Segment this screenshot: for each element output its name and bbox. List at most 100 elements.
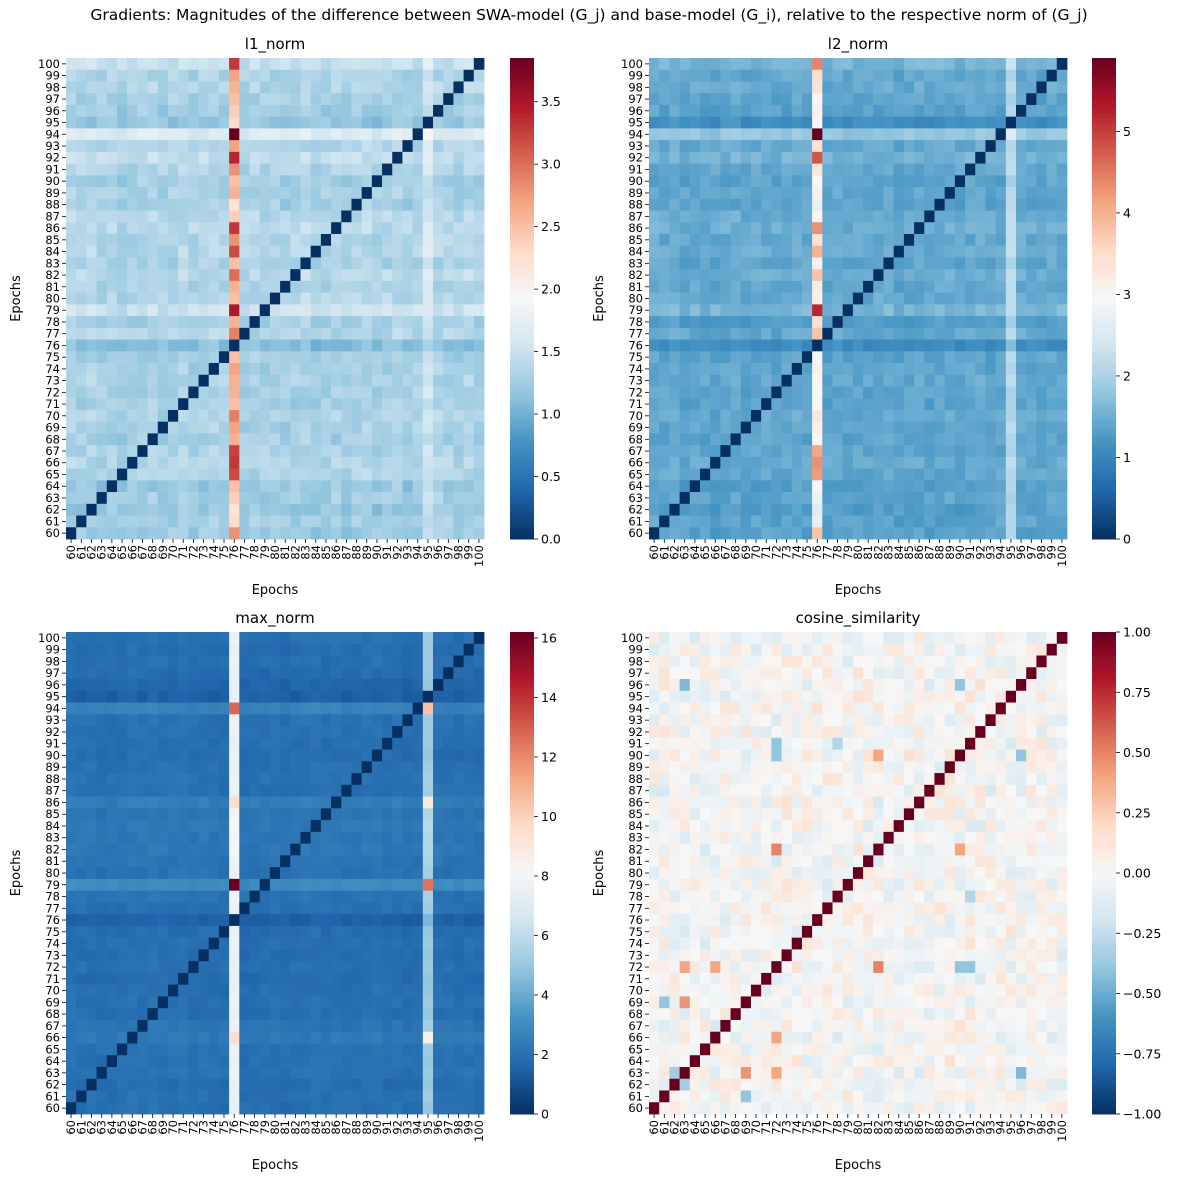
heatmap-cell — [86, 632, 97, 645]
heatmap-cell — [443, 339, 454, 352]
heatmap-cell — [1026, 280, 1037, 294]
heatmap-cell — [116, 327, 128, 340]
heatmap-cell — [659, 187, 670, 200]
heatmap-cell — [116, 456, 128, 470]
heatmap-cell — [433, 93, 444, 106]
heatmap-cell — [178, 714, 189, 727]
heatmap-cell — [699, 151, 711, 164]
x-tick-label: 78 — [831, 545, 845, 560]
y-tick-label: 64 — [628, 479, 643, 493]
heatmap-cell — [66, 761, 77, 774]
x-tick-label: 61 — [657, 545, 671, 560]
heatmap-cell — [740, 468, 752, 481]
heatmap-cell — [106, 409, 118, 423]
heatmap-cell — [310, 363, 322, 376]
heatmap-cell — [893, 245, 905, 258]
heatmap-cell — [954, 175, 966, 188]
heatmap-cell — [791, 339, 803, 352]
heatmap-cell — [812, 233, 823, 247]
x-tick-label: 89 — [360, 545, 374, 560]
heatmap-cell — [1046, 140, 1058, 153]
colorbar-segment — [1092, 342, 1116, 348]
heatmap-cell — [453, 269, 465, 282]
heatmap-cell — [801, 257, 813, 270]
heatmap-cell — [157, 949, 169, 962]
heatmap-cell — [443, 421, 454, 434]
heatmap-cell — [893, 69, 905, 82]
heatmap-cell — [66, 81, 77, 94]
heatmap-cell — [147, 949, 159, 962]
heatmap-cell — [157, 351, 169, 364]
heatmap-cell — [198, 914, 210, 927]
colorbar-segment — [1092, 270, 1116, 275]
heatmap-cell — [995, 257, 1007, 270]
heatmap-cell — [832, 140, 844, 153]
heatmap-cell — [382, 374, 393, 387]
x-tick-label: 70 — [749, 545, 763, 560]
heatmap-cell — [259, 210, 271, 223]
heatmap-cell — [832, 163, 844, 176]
heatmap-cell — [320, 128, 332, 141]
heatmap-cell — [178, 316, 189, 329]
heatmap-cell — [106, 163, 118, 176]
heatmap-cell — [218, 503, 230, 516]
heatmap-cell — [433, 421, 444, 434]
heatmap-cell — [842, 363, 854, 376]
heatmap-cell — [310, 690, 322, 703]
heatmap-cell — [443, 151, 454, 164]
heatmap-cell — [341, 93, 352, 106]
heatmap-cell — [361, 104, 373, 118]
heatmap-cell — [86, 151, 97, 164]
heatmap-cell — [740, 269, 752, 282]
heatmap-cell — [740, 93, 752, 106]
heatmap-cell — [1005, 351, 1017, 364]
heatmap-cell — [127, 151, 138, 164]
heatmap-cell — [822, 292, 833, 305]
heatmap-cell — [801, 480, 813, 493]
heatmap-cell — [730, 140, 742, 153]
heatmap-cell — [218, 128, 230, 141]
heatmap-cell — [473, 257, 485, 270]
heatmap-cell — [269, 855, 281, 868]
heatmap-cell — [167, 855, 179, 868]
heatmap-cell — [669, 363, 680, 376]
heatmap-cell — [903, 210, 915, 223]
heatmap-cell — [96, 222, 108, 235]
heatmap-cell — [341, 187, 352, 200]
heatmap-cell — [229, 890, 240, 903]
colorbar-segment — [510, 514, 534, 520]
heatmap-cell — [842, 421, 854, 434]
heatmap-cell — [1005, 492, 1017, 505]
heatmap-cell — [1056, 351, 1068, 364]
heatmap-cell — [924, 351, 935, 364]
heatmap-cell — [127, 820, 138, 833]
heatmap-cell — [720, 292, 731, 305]
heatmap-cell — [944, 93, 956, 106]
heatmap-cell — [1026, 515, 1037, 528]
heatmap-cell — [1016, 140, 1027, 153]
colorbar-segment — [1092, 218, 1116, 223]
heatmap-cell — [218, 996, 230, 1009]
heatmap-cell — [96, 632, 108, 645]
colorbar-segment — [1092, 106, 1116, 111]
heatmap-cell — [382, 339, 393, 352]
heatmap-cell — [679, 503, 691, 516]
heatmap-cell — [812, 456, 823, 470]
heatmap-cell — [137, 796, 148, 809]
heatmap-cell — [463, 163, 475, 176]
x-tick-label: 75 — [217, 545, 231, 560]
heatmap-cell — [1056, 187, 1068, 200]
heatmap-cell — [1046, 58, 1058, 71]
heatmap-cell — [157, 1102, 169, 1115]
heatmap-cell — [86, 1055, 97, 1068]
heatmap-cell — [106, 480, 118, 493]
y-axis-label: Epochs — [592, 275, 607, 322]
heatmap-cell — [157, 128, 169, 141]
heatmap-cell — [761, 257, 772, 270]
heatmap-cell — [412, 363, 424, 376]
heatmap-cell — [106, 339, 118, 352]
heatmap-cell — [812, 151, 823, 164]
heatmap-cell — [914, 128, 925, 141]
heatmap-cell — [791, 269, 803, 282]
heatmap-cell — [239, 925, 250, 939]
